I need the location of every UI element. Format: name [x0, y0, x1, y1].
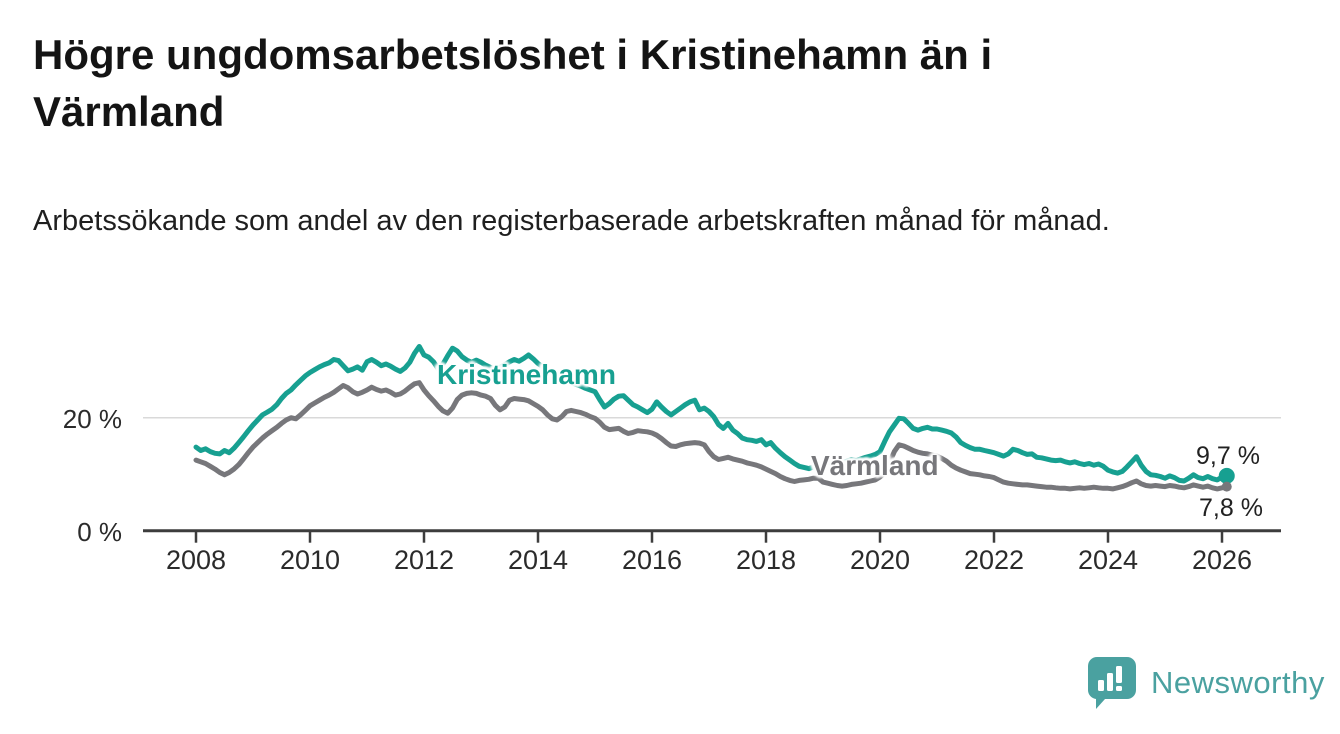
end-dot-kristinehamn: [1218, 467, 1235, 484]
x-axis-tick-label-2024: 2024: [1077, 545, 1139, 575]
series-label-varmland: Värmland: [811, 450, 939, 481]
x-axis-tick-label-2010: 2010: [279, 545, 341, 575]
page-subtitle: Arbetssökande som andel av den registerb…: [33, 205, 1110, 237]
line-värmland: [193, 380, 1230, 492]
page-title: Högre ungdomsarbetslöshet i Kristinehamn…: [33, 31, 993, 135]
end-dot-värmland: [1221, 481, 1232, 492]
line-kristinehamn: [193, 344, 1230, 484]
x-axis-tick-label-2008: 2008: [165, 545, 227, 575]
newsworthy-brand-name: Newsworthy: [1151, 665, 1325, 700]
series-label-kristinehamn: Kristinehamn: [437, 359, 616, 390]
x-axis-tick-label-2012: 2012: [393, 545, 455, 575]
newsworthy-logo-icon: [1087, 657, 1136, 709]
x-axis-tick-label-2026: 2026: [1191, 545, 1253, 575]
y-axis-tick-label-20: 20 %: [62, 404, 122, 434]
newsworthy-brand: Newsworthy: [1087, 656, 1325, 710]
end-value-label-kristinehamn: 9,7 %: [1196, 442, 1260, 470]
y-axis-tick-label-0: 0 %: [77, 517, 122, 547]
x-axis-tick-label-2022: 2022: [963, 545, 1025, 575]
x-axis-tick-label-2016: 2016: [621, 545, 683, 575]
x-axis-tick-label-2014: 2014: [507, 545, 569, 575]
end-value-label-varmland: 7,8 %: [1199, 494, 1263, 522]
x-axis-tick-label-2020: 2020: [849, 545, 911, 575]
x-axis-tick-label-2018: 2018: [735, 545, 797, 575]
